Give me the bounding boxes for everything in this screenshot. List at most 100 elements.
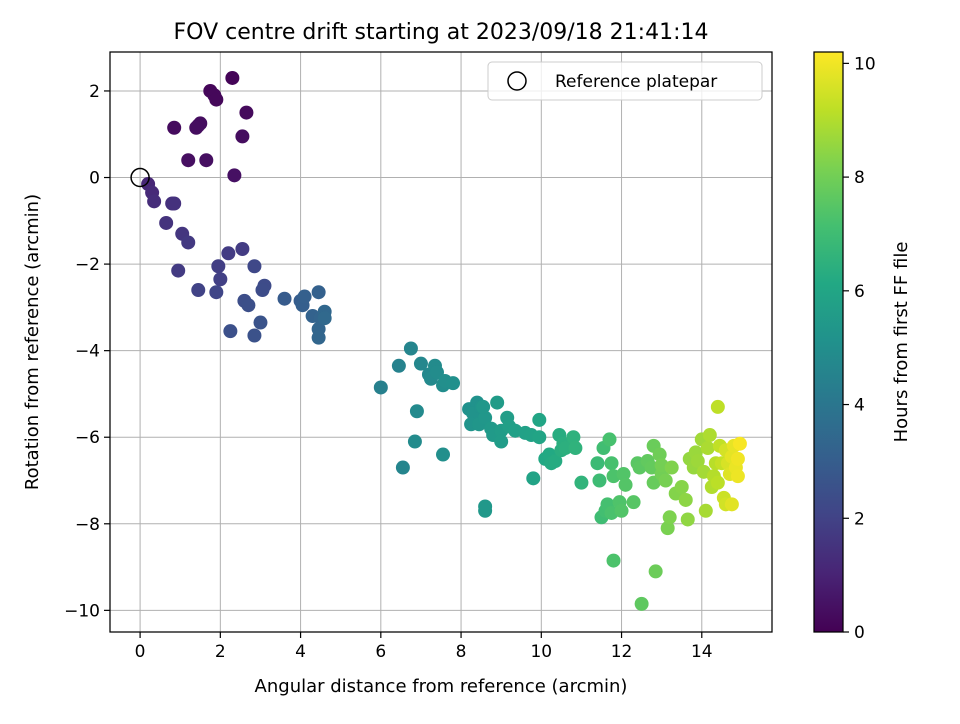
colorbar: 0 2 4 6 8 10 <box>813 51 876 643</box>
reference-marker-group <box>130 167 150 188</box>
scatter-point <box>574 475 589 490</box>
colorbar-tick-label: 4 <box>854 396 865 416</box>
scatter-point <box>211 259 226 274</box>
scatter-point <box>494 434 509 449</box>
scatter-point <box>662 510 677 525</box>
scatter-point <box>680 512 695 527</box>
scatter-point <box>241 298 256 313</box>
scatter-point <box>395 460 410 475</box>
scatter-point <box>602 432 617 447</box>
scatter-point <box>724 497 739 512</box>
scatter-point <box>223 324 238 339</box>
colorbar-gradient <box>814 52 843 632</box>
scatter-point <box>189 120 204 135</box>
scatter-point <box>409 404 424 419</box>
scatter-point <box>209 92 224 107</box>
scatter-point <box>171 263 186 278</box>
scatter-point <box>732 436 747 451</box>
scatter-point <box>277 291 292 306</box>
colorbar-tick-label: 10 <box>854 54 876 74</box>
x-tick-label: 4 <box>295 642 306 662</box>
scatter-point <box>373 380 388 395</box>
scatter-point <box>548 454 563 469</box>
colorbar-tick-label: 0 <box>854 623 865 643</box>
scatter-point <box>664 460 679 475</box>
chart-title: FOV centre drift starting at 2023/09/18 … <box>174 20 709 45</box>
plot-area: 0 2 4 6 8 10 12 14 −10 −8 −6 −4 −2 0 2 <box>64 51 773 662</box>
scatter-point <box>476 399 491 414</box>
scatter-point <box>626 495 641 510</box>
scatter-point <box>407 434 422 449</box>
scatter-point <box>526 471 541 486</box>
legend: Reference platepar <box>487 61 763 101</box>
legend-reference-icon <box>507 71 527 91</box>
scatter-point <box>678 492 693 507</box>
x-tick-label: 6 <box>375 642 386 662</box>
scatter-point <box>235 241 250 256</box>
scatter-point <box>652 447 667 462</box>
y-tick-label: −10 <box>64 601 100 621</box>
scatter-point <box>590 456 605 471</box>
plot-background <box>110 52 772 632</box>
scatter-point <box>311 285 326 300</box>
scatter-point <box>147 194 162 209</box>
y-axis-label: Rotation from reference (arcmin) <box>22 194 43 490</box>
scatter-point <box>648 564 663 579</box>
x-tick-label: 10 <box>530 642 552 662</box>
x-tick-label: 2 <box>215 642 226 662</box>
x-tick-label: 0 <box>135 642 146 662</box>
scatter-point <box>566 430 581 445</box>
y-tick-label: −8 <box>75 515 100 535</box>
colorbar-ticks: 0 2 4 6 8 10 <box>843 54 876 643</box>
reference-point-marker <box>130 167 150 188</box>
scatter-point <box>592 473 607 488</box>
scatter-point <box>698 503 713 518</box>
scatter-point <box>225 70 240 85</box>
scatter-point <box>181 153 196 168</box>
colorbar-tick-label: 8 <box>854 168 865 188</box>
scatter-point <box>227 168 242 183</box>
colorbar-tick-label: 2 <box>854 509 865 529</box>
scatter-point <box>255 283 270 298</box>
scatter-point <box>710 475 725 490</box>
x-tick-label: 14 <box>691 642 713 662</box>
scatter-point <box>221 246 236 261</box>
scatter-point <box>490 395 505 410</box>
scatter-point <box>658 473 673 488</box>
y-tick-label: −2 <box>75 255 100 275</box>
plot-frame <box>109 51 773 633</box>
y-axis-ticks: −10 −8 −6 −4 −2 0 2 <box>64 82 110 621</box>
grid <box>110 52 772 632</box>
scatter-point <box>191 283 206 298</box>
scatter-point <box>247 259 262 274</box>
scatter-point <box>253 315 268 330</box>
scatter-point <box>247 328 262 343</box>
scatter-point <box>311 330 326 345</box>
scatter-point <box>730 451 745 466</box>
legend-entry-reference: Reference platepar <box>555 72 717 92</box>
scatter-point <box>239 105 254 120</box>
scatter-point <box>181 235 196 250</box>
scatter-point <box>167 120 182 135</box>
scatter-point <box>616 467 631 482</box>
colorbar-tick-label: 6 <box>854 282 865 302</box>
scatter-point <box>618 477 633 492</box>
colorbar-frame <box>813 51 844 633</box>
scatter-point <box>159 215 174 230</box>
scatter-point <box>413 356 428 371</box>
scatter-point <box>634 596 649 611</box>
scatter-point <box>730 469 745 484</box>
scatter-point <box>167 196 182 211</box>
scatter-point <box>478 410 493 425</box>
scatter-point <box>436 447 451 462</box>
scatter-point <box>213 272 228 287</box>
scatter-point <box>446 376 461 391</box>
scatter-point <box>606 553 621 568</box>
scatter-point <box>710 399 725 414</box>
scatter-point <box>700 441 715 456</box>
scatter-point <box>391 358 406 373</box>
scatter-point <box>209 285 224 300</box>
scatter-point <box>199 153 214 168</box>
scatter-point <box>235 129 250 144</box>
